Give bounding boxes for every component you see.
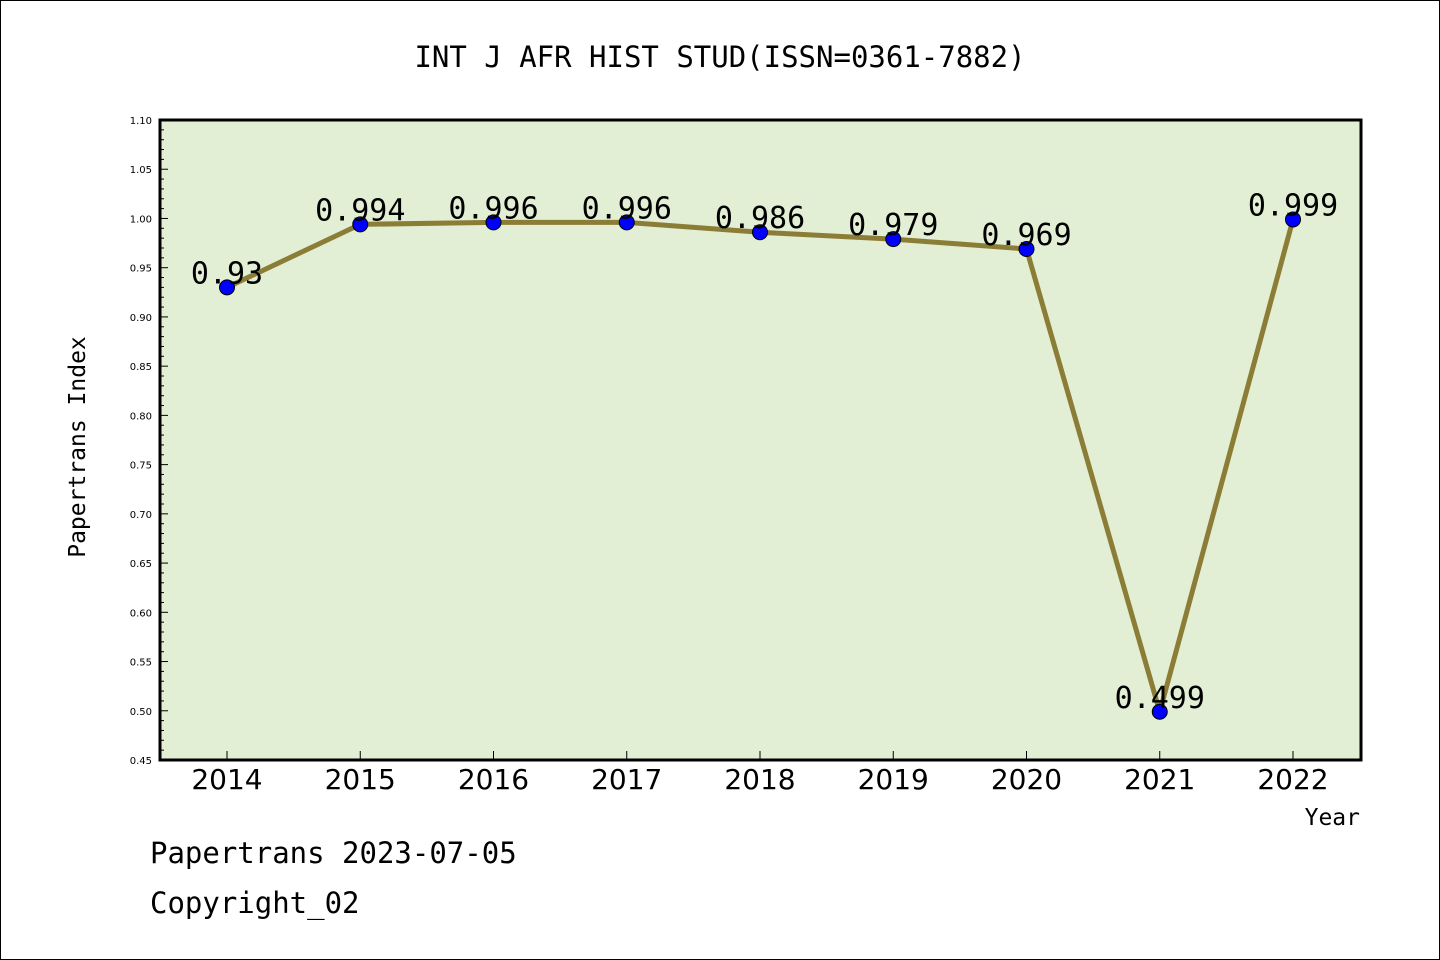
x-axis-label: Year [1305, 805, 1360, 831]
y-axis-label: Papertrans Index [65, 336, 91, 558]
data-point [752, 224, 768, 241]
data-markers [219, 211, 1301, 720]
y-tick-label: 0.50 [130, 707, 152, 718]
data-label: 0.999 [1248, 188, 1338, 223]
data-label: 0.996 [448, 191, 538, 226]
data-label: 0.994 [315, 193, 405, 228]
y-tick-label: 0.85 [130, 362, 152, 373]
y-tick-label: 0.80 [130, 411, 152, 422]
x-axis: 2014 2015 2016 2017 2018 2019 2020 2021 2022 [191, 751, 1329, 796]
data-label: 0.996 [582, 191, 672, 226]
data-label: 0.986 [715, 201, 805, 236]
x-tick-label: 2017 [591, 763, 662, 796]
y-tick-label: 0.95 [130, 264, 152, 275]
data-point [1018, 240, 1035, 257]
data-point [219, 279, 235, 296]
x-tick-label: 2019 [858, 763, 929, 796]
data-point [885, 231, 902, 248]
y-tick-label: 0.65 [130, 559, 152, 570]
y-tick-label: 1.00 [130, 214, 152, 225]
x-tick-label: 2020 [991, 763, 1062, 796]
data-point [485, 214, 502, 231]
y-tick-label: 1.05 [130, 165, 152, 176]
x-tick-label: 2018 [724, 763, 795, 796]
x-tick-label: 2021 [1124, 763, 1195, 796]
x-tick-label: 2022 [1257, 763, 1328, 796]
data-point [618, 214, 635, 231]
y-tick-label: 0.90 [130, 313, 152, 324]
data-label: 0.499 [1115, 681, 1205, 716]
y-tick-label: 0.75 [130, 461, 152, 472]
y-tick-label: 0.45 [130, 756, 152, 767]
copyright-footer: Copyright_02 [150, 886, 360, 920]
data-label: 0.969 [981, 218, 1071, 253]
source-footer: Papertrans 2023-07-05 [150, 836, 517, 870]
y-tick-label: 0.55 [130, 658, 152, 669]
chart-title: INT J AFR HIST STUD(ISSN=0361-7882) [414, 40, 1025, 74]
data-labels: 0.93 0.994 0.996 0.996 0.986 0.979 0.969 0.499 0… [191, 188, 1338, 715]
data-label: 0.979 [848, 208, 938, 243]
y-tick-label: 0.60 [130, 608, 152, 619]
y-tick-label: 1.10 [130, 116, 152, 127]
y-axis: 0.45 0.50 0.55 0.60 0.65 0.70 0.75 0.80 0.85 0.90… [130, 116, 168, 767]
data-point [1285, 211, 1301, 228]
y-tick-label: 0.70 [130, 510, 152, 521]
x-tick-label: 2015 [325, 763, 396, 796]
x-tick-label: 2016 [458, 763, 529, 796]
data-label: 0.93 [191, 256, 263, 291]
data-point [1151, 703, 1168, 720]
data-point [352, 216, 369, 233]
x-tick-label: 2014 [191, 763, 262, 796]
